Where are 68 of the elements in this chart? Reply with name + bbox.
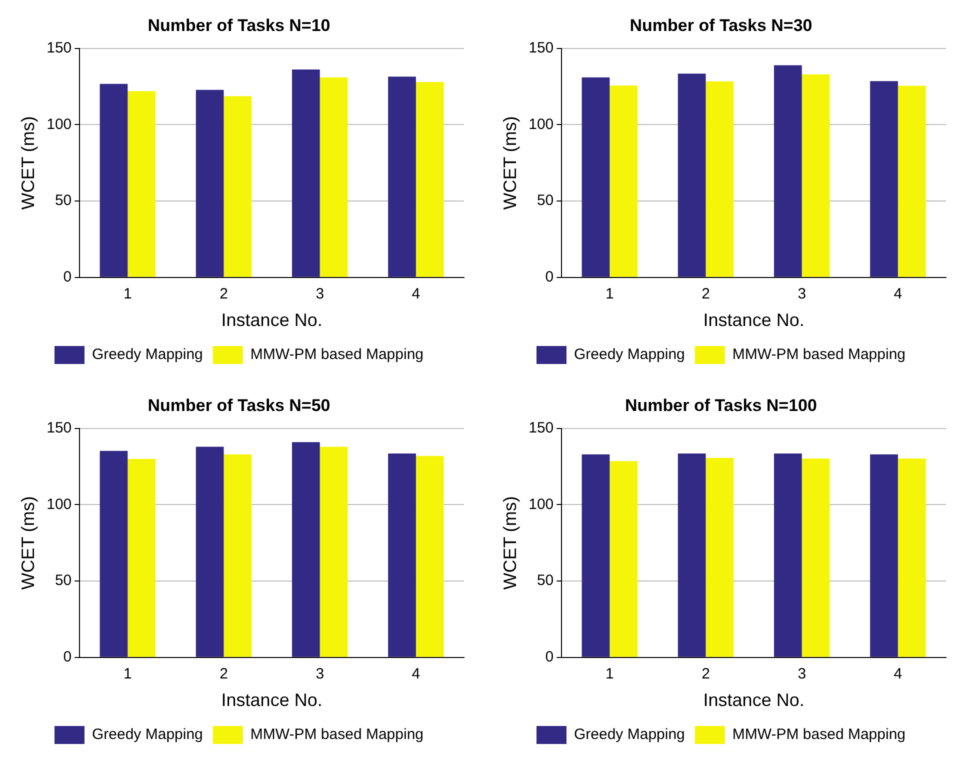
chart-title: Number of Tasks N=10	[148, 16, 330, 35]
y-tick-label: 150	[528, 40, 554, 57]
x-axis-title: Instance No.	[221, 310, 322, 330]
legend-label: MMW-PM based Mapping	[732, 346, 906, 364]
bar	[128, 458, 156, 657]
x-tick-label: 2	[220, 666, 228, 683]
x-tick-label: 2	[702, 666, 710, 683]
legend-label: Greedy Mapping	[92, 346, 203, 364]
y-axis-title: WCET (ms)	[18, 116, 38, 210]
y-tick-label: 100	[46, 116, 72, 133]
y-tick-label: 50	[54, 572, 72, 590]
x-tick-label: 2	[220, 286, 228, 303]
bar	[416, 456, 444, 657]
x-tick-label: 3	[316, 286, 324, 303]
legend-label: Greedy Mapping	[574, 726, 685, 744]
legend-label: Greedy Mapping	[92, 726, 203, 744]
bar	[802, 74, 830, 277]
bar	[774, 65, 802, 277]
legend-label: MMW-PM based Mapping	[250, 346, 424, 364]
x-tick-label: 4	[412, 286, 420, 303]
y-tick-label: 150	[46, 40, 72, 57]
y-tick-label: 150	[46, 420, 72, 437]
bar	[678, 74, 706, 277]
x-tick-label: 4	[894, 666, 902, 683]
y-tick-label: 50	[536, 192, 554, 210]
bar	[898, 86, 926, 277]
bar	[870, 81, 898, 277]
bar	[610, 86, 638, 277]
bar	[320, 446, 348, 657]
legend-label: MMW-PM based Mapping	[250, 726, 424, 744]
y-tick-label: 150	[528, 420, 554, 437]
x-axis-title: Instance No.	[703, 310, 804, 330]
x-tick-label: 3	[316, 666, 324, 683]
y-axis-title: WCET (ms)	[500, 496, 520, 590]
y-tick-label: 0	[63, 648, 72, 666]
x-tick-label: 2	[702, 286, 710, 303]
chart-title: Number of Tasks N=30	[630, 16, 812, 35]
x-tick-label: 3	[798, 666, 806, 683]
y-tick-label: 100	[528, 116, 554, 133]
x-tick-label: 4	[894, 286, 902, 303]
bar	[388, 453, 416, 657]
chart-title: Number of Tasks N=50	[148, 396, 330, 415]
x-axis-title: Instance No.	[703, 690, 804, 710]
bar	[292, 442, 320, 657]
y-axis-title: WCET (ms)	[500, 116, 520, 210]
y-tick-label: 0	[545, 268, 554, 286]
x-axis-title: Instance No.	[221, 690, 322, 710]
bar	[706, 81, 734, 277]
y-tick-label: 50	[54, 192, 72, 210]
chart-title: Number of Tasks N=100	[625, 396, 817, 415]
x-tick-label: 1	[124, 286, 132, 303]
legend-label: Greedy Mapping	[574, 346, 685, 364]
bar	[196, 446, 224, 657]
y-tick-label: 100	[46, 496, 72, 513]
bar	[224, 454, 252, 657]
y-tick-label: 0	[63, 268, 72, 286]
x-tick-label: 1	[606, 666, 614, 683]
x-tick-label: 4	[412, 666, 420, 683]
y-tick-label: 100	[528, 496, 554, 513]
bar	[100, 450, 128, 657]
x-tick-label: 1	[124, 666, 132, 683]
y-tick-label: 0	[545, 648, 554, 666]
legend-label: MMW-PM based Mapping	[732, 726, 906, 744]
x-tick-label: 3	[798, 286, 806, 303]
y-tick-label: 50	[536, 572, 554, 590]
y-axis-title: WCET (ms)	[18, 496, 38, 590]
bar	[582, 77, 610, 277]
x-tick-label: 1	[606, 286, 614, 303]
